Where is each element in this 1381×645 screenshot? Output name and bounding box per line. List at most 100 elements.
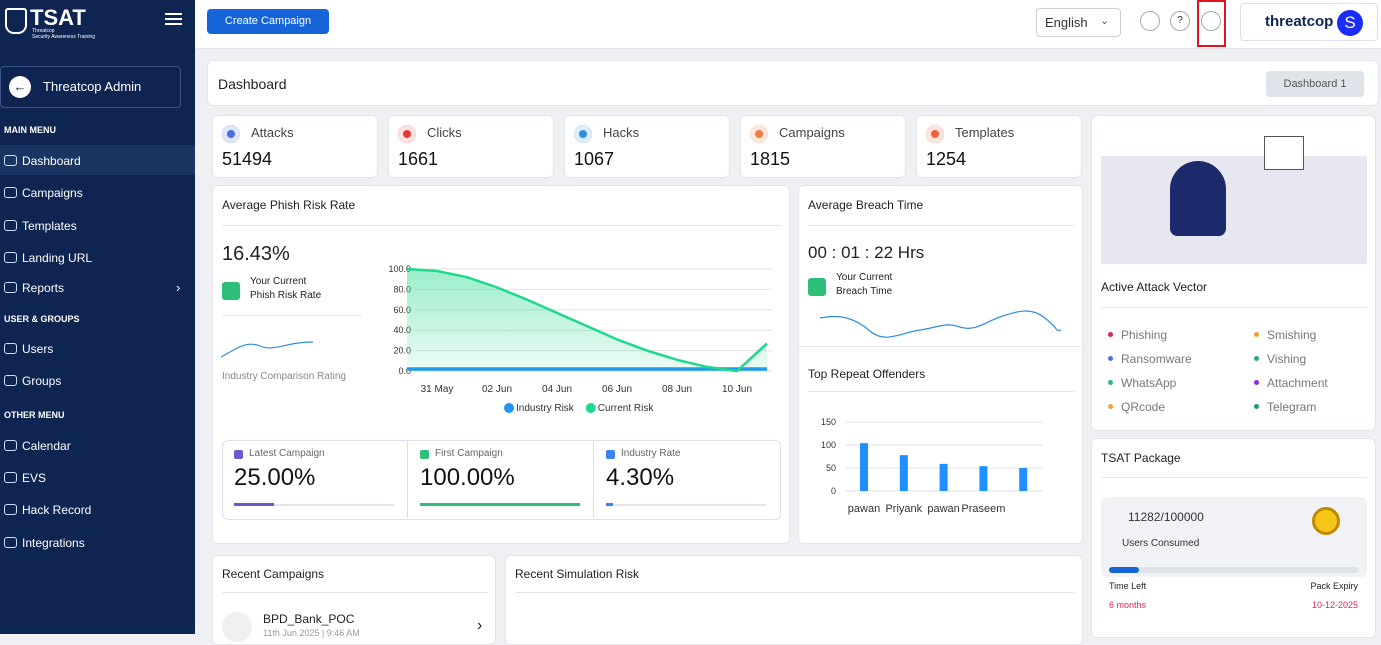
avatar: S [1337,10,1363,36]
chevron: › [176,280,181,295]
stat-icon [398,125,416,143]
kpi-box [222,440,781,520]
recent-sim-card: Recent Simulation Risk [505,555,1083,645]
card-title: Recent Simulation Risk [515,567,640,581]
card-title: TSAT Package [1101,451,1181,465]
kpi-track [606,504,766,506]
menu-item[interactable]: Groups [22,374,62,388]
menu-item[interactable]: Integrations [22,536,85,550]
campaign-name[interactable]: BPD_Bank_POC [263,612,355,626]
recent-campaigns-card: Recent Campaigns BPD_Bank_POC 11th Jun 2… [212,555,496,645]
kpi-bar [234,503,274,506]
kpi-label: Latest Campaign [249,448,325,459]
card-title: Average Breach Time [808,198,924,212]
divider [799,346,1084,347]
vector-card: Active Attack Vector Phishing Smishing Ran… [1091,115,1376,431]
breach-card: Average Breach Time 00 : 01 : 22 Hrs You… [798,185,1084,544]
menu-icon [4,440,17,451]
menu-icon [4,187,17,198]
stat-label: Hacks [603,125,640,140]
kpi-icon [420,450,429,459]
active-item-bg [0,145,195,175]
card-title: Top Repeat Offenders [808,367,926,381]
kpi-label: Industry Rate [621,448,681,459]
stat-icon [574,125,592,143]
language-select[interactable]: English [1036,8,1121,37]
settings-icon[interactable] [1201,11,1221,31]
legend-label: Phishing [1121,328,1168,342]
menu-icon [4,375,17,386]
breach-label: Your Current [836,272,893,283]
menu-item[interactable]: Templates [22,219,77,233]
progress-track [1109,567,1359,573]
book-icon[interactable] [1140,11,1160,31]
legend-label: Vishing [1267,352,1307,366]
legend-dot [1254,404,1259,409]
menu-item[interactable]: Hack Record [22,503,92,517]
menu-icon [4,252,17,263]
phish-rate: 16.43% [222,243,290,265]
menu-toggle[interactable] [165,13,182,15]
menu-item[interactable]: Users [22,342,54,356]
brand-box[interactable]: threatcop S [1240,3,1378,41]
legend-label: QRcode [1121,400,1166,414]
stat-icon [222,125,240,143]
menu-item[interactable]: Reports [22,281,65,295]
breach-icon [808,278,826,296]
rate-label: Your Current [250,276,307,287]
illustration-board [1264,136,1304,170]
logo-sub: Threatcop [32,28,55,34]
menu-item[interactable]: EVS [22,471,47,485]
menu-icon [4,504,17,515]
logo: TSAT [30,5,86,30]
stat-value: 1254 [926,149,967,169]
kpi-value: 100.00% [420,464,515,491]
expiry-label: Pack Expiry [1310,581,1358,591]
chevron[interactable]: › [477,617,483,634]
time-left: 6 months [1109,600,1147,610]
kpi-divider [407,440,408,518]
menu-item[interactable]: Calendar [22,439,71,453]
legend-dot [1108,356,1113,361]
menu-item[interactable]: Dashboard [22,154,81,168]
kpi-value: 4.30% [606,464,675,491]
card-title: Active Attack Vector [1101,280,1208,294]
stat-value: 51494 [222,149,273,169]
menu-icon [4,343,17,354]
package-card: TSAT Package 11282/100000 Users Consumed… [1091,438,1376,638]
menu-icon [4,472,17,483]
create-campaign-button[interactable]: Create Campaign [207,9,329,34]
kpi-icon [606,450,615,459]
stat-card: Clicks 1661 [388,115,554,178]
menu-item[interactable]: Landing URL [22,251,93,265]
users-count: 11282/100000 [1128,510,1204,524]
help-icon[interactable]: ? [1170,11,1190,31]
logo-sub: Security Awareness Training [32,34,95,40]
menu-icon [4,155,17,166]
divider [222,315,362,316]
badge-icon [1312,507,1340,535]
rate-icon [222,282,240,300]
stat-card: Hacks 1067 [564,115,730,178]
illustration [1101,156,1367,264]
divider [515,592,1075,593]
legend-label: WhatsApp [1121,376,1177,390]
campaign-icon [222,612,252,642]
header-card: Dashboard Dashboard 1 [207,60,1379,106]
menu-icon [4,537,17,548]
divider [222,225,782,226]
illustration-figure [1170,161,1226,236]
stat-card: Campaigns 1815 [740,115,906,178]
stat-card: Attacks 51494 [212,115,378,178]
menu-icon [4,220,17,231]
card-title: Average Phish Risk Rate [222,198,356,212]
dashboard-select[interactable]: Dashboard 1 [1266,71,1364,97]
menu-heading: MAIN MENU [4,125,56,135]
comparison-label: Industry Comparison Rating [222,371,346,382]
breach-time: 00 : 01 : 22 Hrs [808,243,925,262]
kpi-track [234,504,394,506]
menu-heading: OTHER MENU [4,410,65,420]
menu-item[interactable]: Campaigns [22,186,83,200]
admin-box[interactable]: ← Threatcop Admin [0,66,181,108]
